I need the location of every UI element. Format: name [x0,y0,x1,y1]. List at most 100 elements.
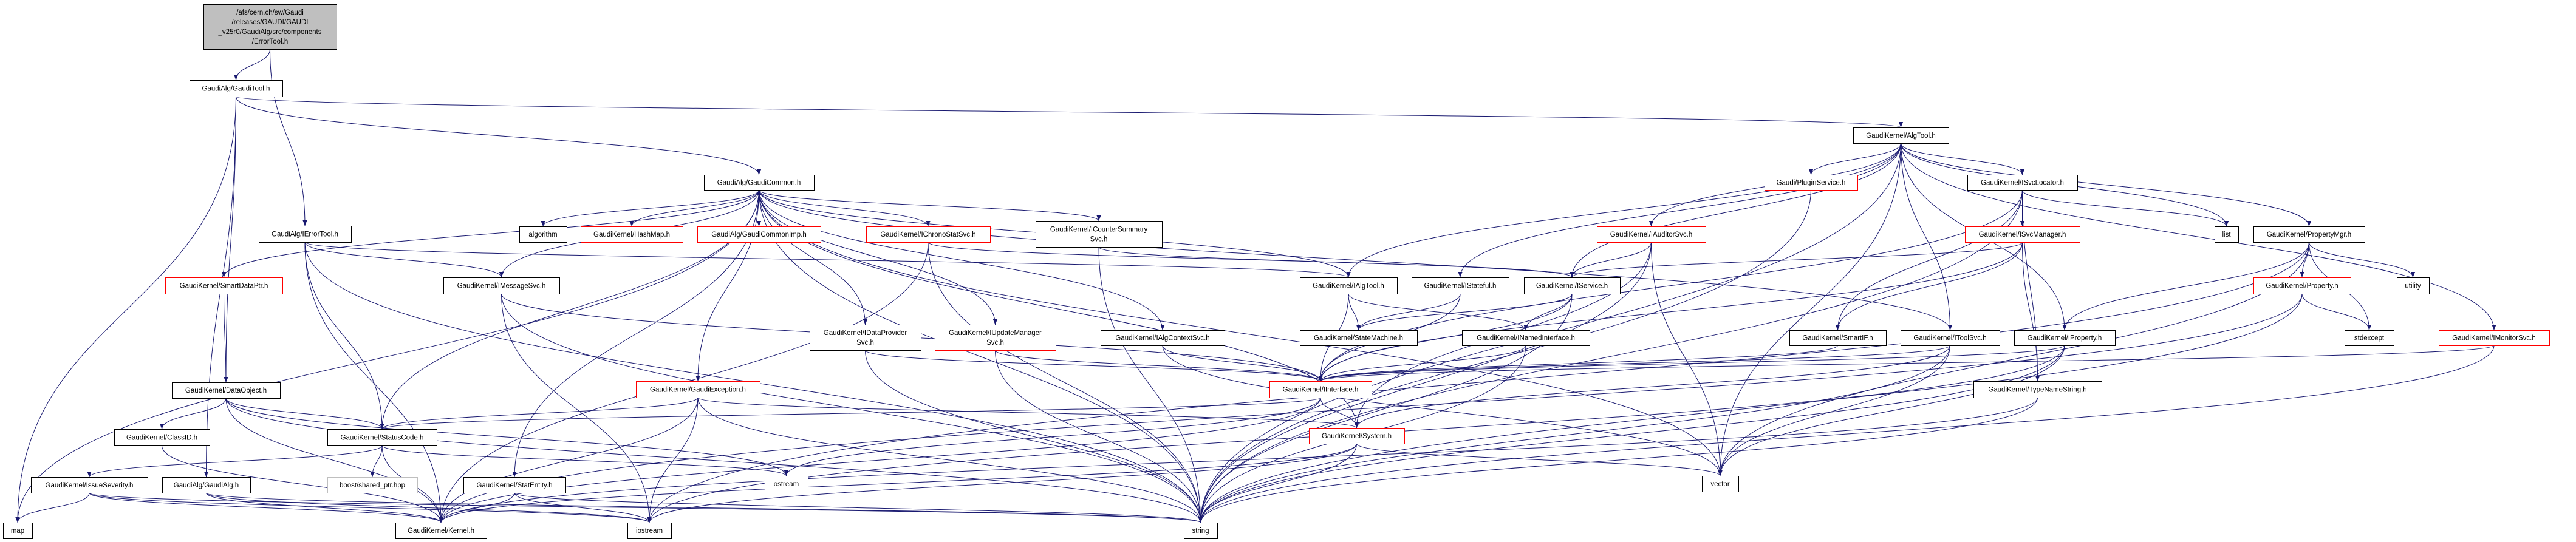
edge-IChronoStatSvc-to-IService [928,242,1574,278]
edge-IMessageSvc-to-iostream [501,293,652,523]
node-GaudiAlg[interactable]: GaudiAlg/GaudiAlg.h [162,477,251,493]
node-GaudiTool[interactable]: GaudiAlg/GaudiTool.h [190,80,283,97]
node-INamedInterface[interactable]: GaudiKernel/INamedInterface.h [1462,330,1590,346]
node-IMonitorSvc[interactable]: GaudiKernel/IMonitorSvc.h [2439,330,2550,346]
node-label: GaudiKernel/IProperty.h [2028,335,2102,342]
node-label: GaudiKernel/StatusCode.h [341,435,424,442]
node-StateMachine[interactable]: GaudiKernel/StateMachine.h [1300,330,1418,346]
node-label: GaudiKernel/AlgTool.h [1866,132,1935,140]
edge-ISvcManager-to-SmartIF [1835,242,2023,331]
node-PropertyMgr[interactable]: GaudiKernel/PropertyMgr.h [2253,226,2365,243]
node-StatEntity[interactable]: GaudiKernel/StatEntity.h [463,477,566,493]
node-box [1597,226,1706,243]
node-AlgTool[interactable]: GaudiKernel/AlgTool.h [1853,127,1949,144]
node-Property[interactable]: GaudiKernel/Property.h [2253,277,2351,294]
node-IStateful[interactable]: GaudiKernel/IStateful.h [1412,277,1509,294]
edge-ISvcManager-to-IService [1570,242,2023,278]
node-label: ostream [774,481,799,488]
node-ISvcLocator[interactable]: GaudiKernel/ISvcLocator.h [1967,175,2078,191]
node-Kernel[interactable]: GaudiKernel/Kernel.h [395,523,487,539]
edge-IToolSvc-to-IInterface [1318,345,1950,382]
node-algorithm[interactable]: algorithm [519,226,567,243]
node-box [810,325,921,351]
node-StatusCode[interactable]: GaudiKernel/StatusCode.h [327,429,437,446]
node-label: map [11,527,24,535]
node-ClassID[interactable]: GaudiKernel/ClassID.h [114,429,210,446]
node-map[interactable]: map [3,523,33,539]
node-IAlgContextSvc[interactable]: GaudiKernel/IAlgContextSvc.h [1101,330,1225,346]
node-IService[interactable]: GaudiKernel/IService.h [1524,277,1621,294]
node-box [114,429,210,446]
edge-IErrorTool-to-Kernel [304,242,443,523]
edge-GaudiException-to-string [697,397,1203,523]
node-IInterface[interactable]: GaudiKernel/IInterface.h [1269,381,1372,398]
node-GaudiException[interactable]: GaudiKernel/GaudiException.h [636,381,760,398]
node-GaudiCommon[interactable]: GaudiAlg/GaudiCommon.h [704,175,815,191]
node-label: GaudiKernel/ISvcManager.h [1979,231,2066,239]
edge-GaudiAlg-to-string [206,492,1203,523]
node-SmartDataPtr[interactable]: GaudiKernel/SmartDataPtr.h [165,277,283,294]
node-ostream[interactable]: ostream [765,476,808,492]
node-System[interactable]: GaudiKernel/System.h [1309,428,1405,444]
node-box [259,226,352,243]
node-root[interactable]: /afs/cern.ch/sw/Gaudi/releases/GAUDI/GAU… [203,4,337,50]
node-box [1765,175,1858,191]
node-box [519,226,567,243]
node-IssueSeverity[interactable]: GaudiKernel/IssueSeverity.h [31,477,148,493]
node-utility[interactable]: utility [2397,277,2430,294]
edge-GaudiException-to-iostream [647,397,699,523]
node-IAuditorSvc[interactable]: GaudiKernel/IAuditorSvc.h [1597,226,1706,243]
edge-IInterface-to-Kernel [439,397,1321,523]
node-label: /ErrorTool.h [252,38,288,46]
node-IMessageSvc[interactable]: GaudiKernel/IMessageSvc.h [443,277,560,294]
node-label: Svc.h [1090,236,1108,243]
node-label: GaudiKernel/IAlgTool.h [1313,283,1384,290]
node-ISvcManager[interactable]: GaudiKernel/ISvcManager.h [1965,226,2080,243]
node-DataObject[interactable]: GaudiKernel/DataObject.h [172,382,281,399]
node-label: GaudiKernel/System.h [1322,433,1392,440]
node-ICounterSummarySvc[interactable]: GaudiKernel/ICounterSummary Svc.h [1036,221,1163,248]
node-vector[interactable]: vector [1702,476,1739,492]
edge-StatEntity-to-string [514,492,1203,523]
node-IChronoStatSvc[interactable]: GaudiKernel/IChronoStatSvc.h [866,226,991,243]
node-box [463,477,566,493]
node-IProperty[interactable]: GaudiKernel/IProperty.h [2014,330,2116,346]
edge-PropertyMgr-to-vector [1718,242,2309,476]
node-GaudiCommonImp[interactable]: GaudiAlg/GaudiCommonImp.h [697,226,821,243]
edge-IErrorTool-to-IMessageSvc [304,242,504,278]
node-iostream[interactable]: iostream [627,523,672,539]
edge-IMonitorSvc-to-IInterface [1318,345,2495,382]
node-IDataProviderSvc[interactable]: GaudiKernel/IDataProvider Svc.h [810,325,921,351]
node-PluginService[interactable]: Gaudi/PluginService.h [1765,175,1858,191]
node-box [935,325,1056,351]
node-IAlgTool[interactable]: GaudiKernel/IAlgTool.h [1300,277,1398,294]
node-box [1269,381,1372,398]
node-label: Svc.h [986,339,1004,347]
node-TypeNameString[interactable]: GaudiKernel/TypeNameString.h [1973,381,2102,398]
edge-IssueSeverity-to-iostream [89,492,652,523]
edge-StatEntity-to-iostream [514,492,652,523]
node-IToolSvc[interactable]: GaudiKernel/IToolSvc.h [1901,330,2000,346]
edge-GaudiException-to-Kernel [439,397,699,523]
edge-IssueSeverity-to-Kernel [89,492,443,523]
node-string[interactable]: string [1184,523,1218,539]
node-HashMap[interactable]: GaudiKernel/HashMap.h [581,226,683,243]
node-box [2345,330,2394,346]
edge-GaudiCommon-to-SmartDataPtr [222,189,759,278]
node-list[interactable]: list [2215,226,2239,243]
edge-IToolSvc-to-System [1355,345,1950,429]
node-IErrorTool[interactable]: GaudiAlg/IErrorTool.h [259,226,352,243]
edge-GaudiAlg-to-Kernel [206,492,443,523]
edge-GaudiCommon-to-IAlgContextSvc [759,189,1165,331]
node-box [1973,381,2102,398]
edge-GaudiCommon-to-map [15,189,759,523]
edge-IUpdateManagerSvc-to-IInterface [995,350,1323,382]
edge-TypeNameString-to-string [1198,397,2038,523]
node-SmartIF[interactable]: GaudiKernel/SmartIF.h [1789,330,1887,346]
node-stdexcept[interactable]: stdexcept [2345,330,2394,346]
node-IUpdateManagerSvc[interactable]: GaudiKernel/IUpdateManager Svc.h [935,325,1056,351]
edge-GaudiCommon-to-vector [759,189,1723,476]
node-box [1702,476,1739,492]
node-boost[interactable]: boost/shared_ptr.hpp [327,477,418,493]
edge-IInterface-to-StatusCode [380,397,1321,430]
